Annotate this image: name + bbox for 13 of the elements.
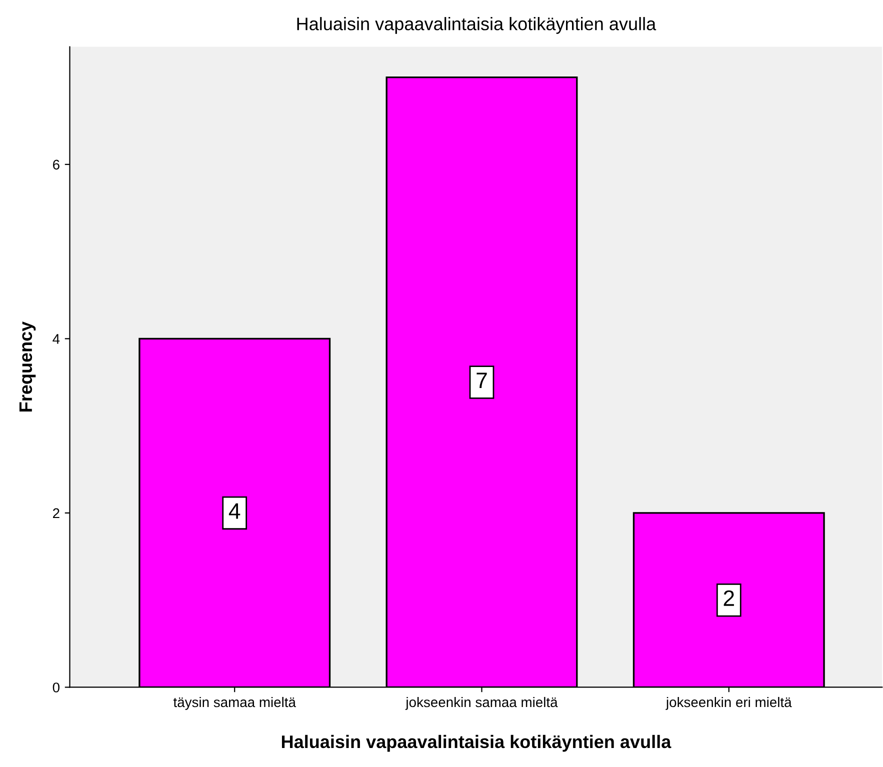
y-tick-label: 0	[52, 682, 60, 692]
data-label: 7	[476, 372, 487, 388]
y-axis-title: Frequency	[19, 321, 36, 412]
y-tick-label: 4	[52, 334, 60, 344]
x-axis-title: Haluaisin vapaavalintaisia kotikäyntien avulla	[282, 734, 672, 752]
y-tick-label: 2	[53, 508, 60, 518]
x-tick-label: jokseenkin samaa mieltä	[405, 696, 558, 710]
data-label: 4	[228, 503, 240, 519]
x-tick-label: täysin samaa mieltä	[173, 696, 296, 710]
data-label: 2	[724, 590, 734, 606]
y-tick-label: 6	[53, 160, 60, 170]
chart-title: Haluaisin vapaavalintaisia kotikäyntien avulla	[297, 17, 656, 34]
x-tick-label: jokseenkin eri mieltä	[666, 696, 792, 710]
